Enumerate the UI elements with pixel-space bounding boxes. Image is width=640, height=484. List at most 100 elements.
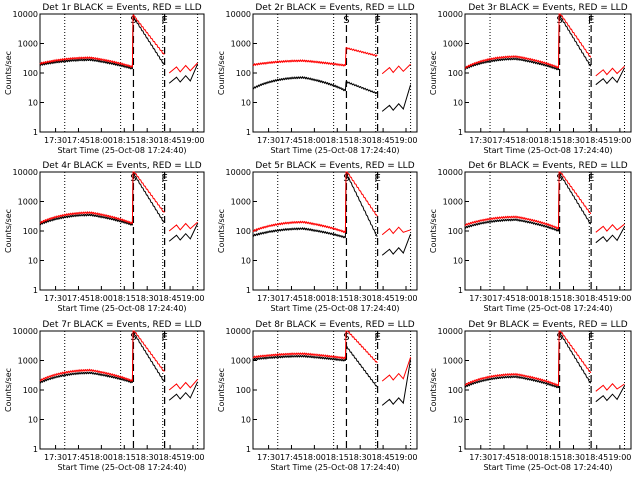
y-axis-label: Counts/sec xyxy=(429,368,438,412)
panel-title: Det 6r BLACK = Events, RED = LLD xyxy=(468,161,627,171)
x-tick-label: 18:30 xyxy=(562,453,585,462)
y-tick-label: 1000 xyxy=(443,357,463,366)
series-lld xyxy=(39,330,198,391)
x-tick-label: 18:00 xyxy=(516,453,539,462)
series-events xyxy=(464,14,625,86)
panel-5: Det 5r BLACK = Events, RED = LLD 1 10 100 10… xyxy=(217,161,418,313)
y-tick-label: 100 xyxy=(23,69,38,78)
panel-title: Det 5r BLACK = Events, RED = LLD xyxy=(255,161,414,171)
marker-label: E xyxy=(374,15,380,26)
marker-label: E xyxy=(161,15,167,26)
panel-title: Det 8r BLACK = Events, RED = LLD xyxy=(255,320,414,330)
marker-label: E xyxy=(588,173,594,184)
y-axis-label: Counts/sec xyxy=(4,209,13,253)
y-tick-label: 1 xyxy=(458,445,463,454)
plot-frame xyxy=(252,171,418,291)
x-tick-label: 17:30 xyxy=(257,136,280,145)
x-tick-label: 18:00 xyxy=(90,294,113,303)
x-tick-label: 19:00 xyxy=(394,294,417,303)
x-tick-label: 17:45 xyxy=(67,136,90,145)
series-events xyxy=(39,331,199,401)
marker-label: E xyxy=(161,173,167,184)
y-axis-label: Counts/sec xyxy=(217,209,226,253)
y-tick-label: 1000 xyxy=(231,198,251,207)
marker-label: S xyxy=(556,15,562,26)
y-tick-label: 1 xyxy=(458,128,463,137)
x-tick-label: 19:00 xyxy=(181,136,204,145)
x-tick-label: 19:00 xyxy=(394,136,417,145)
x-tick-label: 18:00 xyxy=(303,136,326,145)
panel-1: Det 1r BLACK = Events, RED = LLD 1 10 100 10… xyxy=(4,3,205,155)
y-tick-label: 1 xyxy=(33,445,38,454)
x-axis-label: Start Time (25-Oct-08 17:24:40) xyxy=(483,463,612,472)
x-tick-label: 18:15 xyxy=(326,294,349,303)
panel-4: Det 4r BLACK = Events, RED = LLD 1 10 100 10… xyxy=(4,161,205,313)
x-tick-label: 17:30 xyxy=(469,453,492,462)
marker-label: S xyxy=(130,332,136,343)
x-tick-label: 17:30 xyxy=(44,294,67,303)
x-tick-label: 17:30 xyxy=(257,294,280,303)
marker-label: S xyxy=(343,173,349,184)
x-tick-label: 18:15 xyxy=(539,136,562,145)
panel-title: Det 7r BLACK = Events, RED = LLD xyxy=(42,320,201,330)
panel-8: Det 8r BLACK = Events, RED = LLD 1 10 100 10… xyxy=(217,320,418,472)
y-tick-label: 10 xyxy=(453,416,463,425)
x-tick-label: 18:45 xyxy=(159,453,182,462)
x-tick-label: 18:45 xyxy=(372,294,395,303)
y-tick-label: 10 xyxy=(453,99,463,108)
y-tick-label: 10000 xyxy=(226,327,251,336)
y-tick-label: 1 xyxy=(246,286,251,295)
y-tick-label: 10000 xyxy=(13,327,38,336)
x-tick-label: 18:15 xyxy=(326,453,349,462)
marker-label: E xyxy=(374,173,380,184)
x-tick-label: 18:30 xyxy=(136,294,159,303)
x-tick-label: 18:45 xyxy=(372,136,395,145)
series-lld xyxy=(252,330,412,382)
series-events xyxy=(252,345,412,406)
x-tick-label: 18:30 xyxy=(562,294,585,303)
marker-label: S xyxy=(343,15,349,26)
x-tick-label: 18:45 xyxy=(585,294,608,303)
x-tick-label: 18:30 xyxy=(562,136,585,145)
panel-7: Det 7r BLACK = Events, RED = LLD 1 10 100 10… xyxy=(4,320,205,472)
y-tick-label: 100 xyxy=(236,386,251,395)
y-tick-label: 100 xyxy=(23,386,38,395)
x-tick-label: 18:45 xyxy=(159,294,182,303)
y-tick-label: 1000 xyxy=(231,40,251,49)
x-axis-label: Start Time (25-Oct-08 17:24:40) xyxy=(57,146,186,155)
x-tick-label: 18:30 xyxy=(349,136,372,145)
x-tick-label: 18:30 xyxy=(349,294,372,303)
y-tick-label: 1 xyxy=(246,128,251,137)
marker-label: E xyxy=(374,332,380,343)
y-tick-label: 100 xyxy=(236,69,251,78)
x-tick-label: 18:15 xyxy=(539,453,562,462)
x-tick-label: 18:00 xyxy=(303,294,326,303)
y-tick-label: 10 xyxy=(28,99,38,108)
series-events xyxy=(252,172,412,256)
x-tick-label: 19:00 xyxy=(608,453,631,462)
plot-frame xyxy=(252,330,418,450)
series-events xyxy=(39,172,199,242)
y-tick-label: 1000 xyxy=(443,198,463,207)
x-tick-label: 17:45 xyxy=(280,453,303,462)
x-tick-label: 17:45 xyxy=(492,453,515,462)
marker-label: E xyxy=(588,332,594,343)
y-tick-label: 1000 xyxy=(443,40,463,49)
series-lld xyxy=(252,171,411,236)
x-tick-label: 19:00 xyxy=(608,136,631,145)
x-tick-label: 18:00 xyxy=(516,294,539,303)
x-tick-label: 17:30 xyxy=(469,294,492,303)
x-tick-label: 17:30 xyxy=(257,453,280,462)
x-tick-label: 18:15 xyxy=(113,136,136,145)
x-tick-label: 18:00 xyxy=(303,453,326,462)
x-tick-label: 18:15 xyxy=(539,294,562,303)
x-tick-label: 18:45 xyxy=(372,453,395,462)
series-lld xyxy=(39,171,198,232)
x-tick-label: 18:30 xyxy=(136,453,159,462)
series-lld xyxy=(252,46,411,75)
y-tick-label: 10000 xyxy=(438,168,463,177)
y-tick-label: 100 xyxy=(448,227,463,236)
y-tick-label: 10 xyxy=(28,416,38,425)
